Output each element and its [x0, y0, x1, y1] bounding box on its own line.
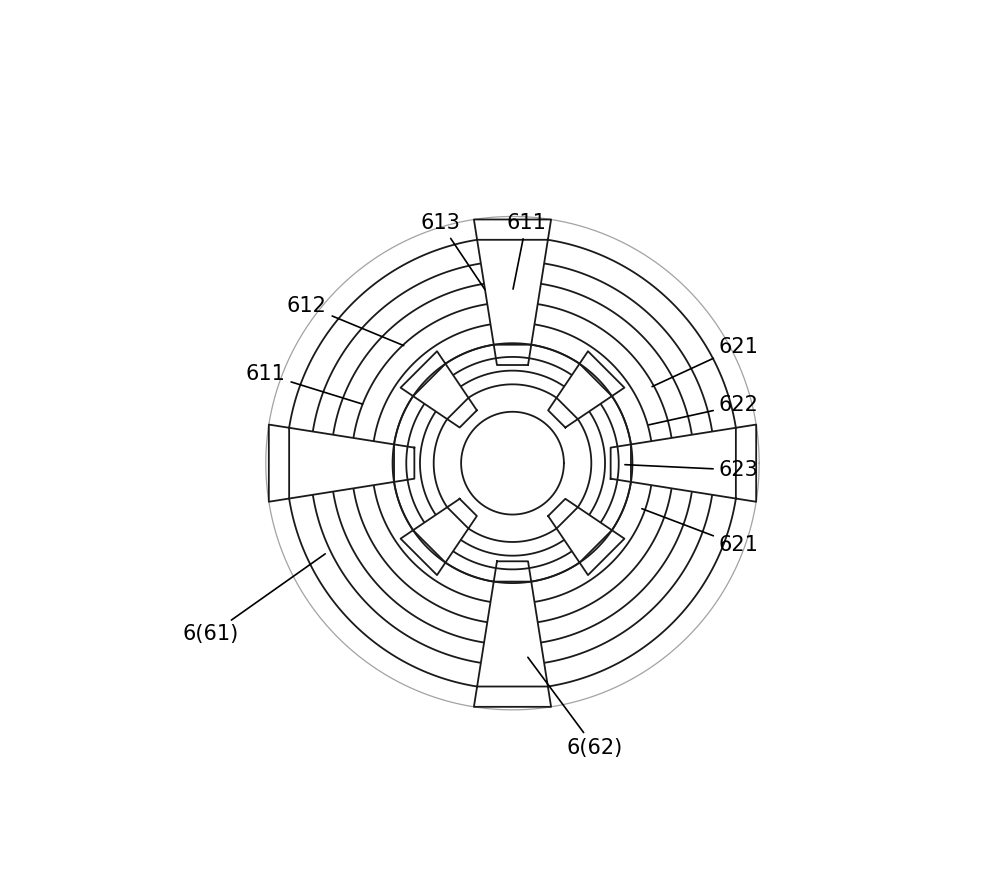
- Text: 611: 611: [506, 214, 546, 289]
- Text: 623: 623: [625, 460, 759, 480]
- Text: 622: 622: [649, 395, 759, 425]
- Text: 621: 621: [642, 509, 759, 555]
- Text: 611: 611: [246, 364, 363, 404]
- Text: 6(62): 6(62): [528, 658, 623, 757]
- Text: 621: 621: [652, 336, 759, 386]
- Text: 6(61): 6(61): [183, 554, 325, 644]
- Text: 612: 612: [287, 295, 404, 345]
- Text: 613: 613: [421, 214, 485, 289]
